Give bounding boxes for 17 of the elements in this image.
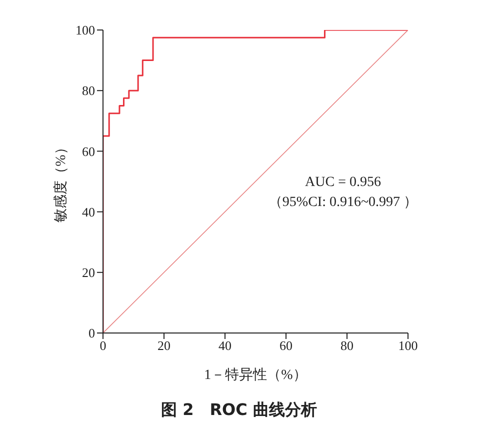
y-tick-label: 100 xyxy=(76,22,95,38)
annotation: AUC = 0.956 xyxy=(304,174,382,192)
y-tick-label: 40 xyxy=(82,204,95,220)
x-tick-label: 60 xyxy=(280,338,292,354)
x-tick-label: 40 xyxy=(218,338,232,354)
text: 图 2 ROC 曲线分析 xyxy=(160,400,318,421)
y-tick-label: 80 xyxy=(82,83,95,98)
x-tick-label: 0 xyxy=(100,338,106,354)
y-axis-title: 敏感度（%） xyxy=(52,140,69,222)
y-tick-label: 60 xyxy=(82,144,95,159)
y-tick-label: 20 xyxy=(82,265,95,280)
annotation: （95%CI: 0.916~0.997 ） xyxy=(267,194,419,212)
x-tick-label: 20 xyxy=(158,338,170,354)
x-tick-label: 80 xyxy=(340,338,354,354)
y-tick-label: 0 xyxy=(88,326,95,341)
x-axis-title: 1－特异性（%） xyxy=(204,367,307,383)
x-tick-label: 100 xyxy=(398,338,418,354)
